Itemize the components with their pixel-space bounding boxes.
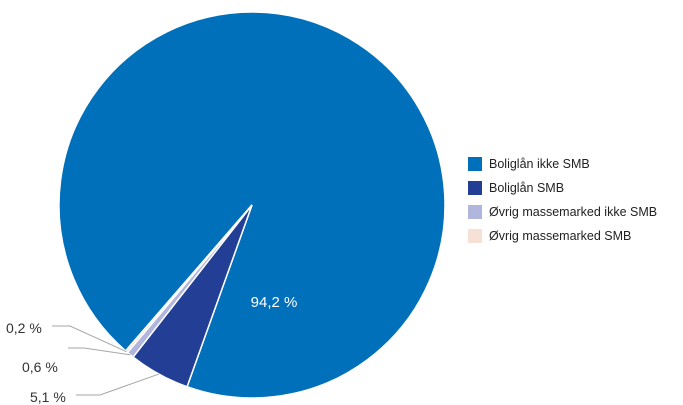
legend-item-boliglan-ikke-smb: Boliglån ikke SMB: [468, 152, 657, 176]
leader-lines: [52, 325, 160, 396]
legend-swatch: [468, 205, 482, 219]
legend-swatch: [468, 181, 482, 195]
data-label-boliglan-smb: 5,1 %: [30, 389, 66, 405]
legend-item-ovrig-ikke-smb: Øvrig massemarked ikke SMB: [468, 200, 657, 224]
legend-swatch: [468, 157, 482, 171]
leader-line: [68, 347, 131, 356]
legend-label: Øvrig massemarked ikke SMB: [489, 205, 658, 219]
legend: Boliglån ikke SMB Boliglån SMB Øvrig mas…: [468, 152, 657, 248]
data-label-boliglan-ikke-smb: 94,2 %: [251, 294, 298, 311]
data-label-ovrig-smb: 0,2 %: [6, 320, 42, 336]
legend-label: Øvrig massemarked SMB: [489, 229, 632, 243]
legend-label: Boliglån ikke SMB: [489, 157, 590, 171]
legend-swatch: [468, 229, 482, 243]
leader-line: [52, 325, 127, 353]
leader-line: [76, 373, 160, 396]
legend-label: Boliglån SMB: [489, 181, 565, 195]
pie-slices: [58, 11, 446, 399]
legend-item-boliglan-smb: Boliglån SMB: [468, 176, 657, 200]
data-label-ovrig-ikke-smb: 0,6 %: [22, 359, 58, 375]
legend-item-ovrig-smb: Øvrig massemarked SMB: [468, 224, 657, 248]
